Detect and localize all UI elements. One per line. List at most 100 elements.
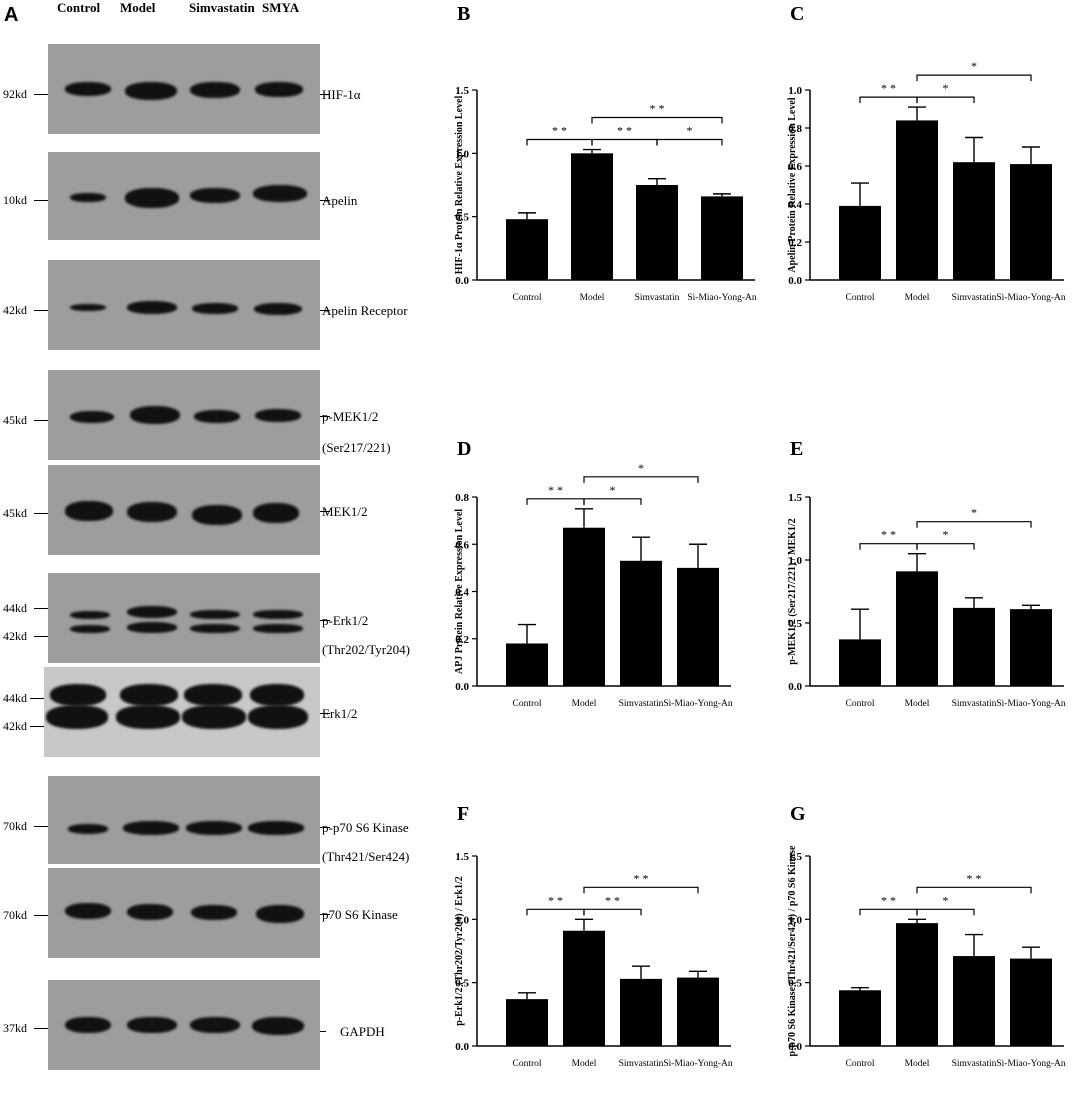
bar-d (677, 567, 719, 686)
x-tick-label-d: Control (512, 699, 541, 709)
blot-label-p-erk12: p-Erk1/2 (322, 613, 369, 628)
significance-bracket-e (859, 543, 918, 550)
band (253, 503, 299, 523)
x-tick-label-d: Model (572, 699, 597, 709)
marker-tick (34, 200, 48, 201)
band (255, 409, 301, 422)
y-tick-label-d: 0.4 (455, 587, 469, 599)
band (123, 821, 179, 835)
bar-g (1010, 958, 1052, 1046)
marker-hif1a: 92kd (3, 87, 27, 101)
blot-label-p70: p70 S6 Kinase (322, 907, 398, 922)
bar-e (896, 571, 938, 686)
x-tick-label-d: Si-Miao-Yong-An (663, 699, 732, 709)
x-tick-label-g: Control (845, 1059, 874, 1069)
x-tick-label-g: Simvastatin (952, 1059, 997, 1069)
x-tick-label-e: Si-Miao-Yong-An (996, 699, 1065, 709)
marker-apelin-receptor: 42kd (3, 303, 27, 317)
band (46, 705, 108, 729)
significance-label-d: * (610, 483, 616, 497)
y-tick-label-f: 0.5 (455, 978, 469, 990)
significance-label-b: * (687, 124, 693, 138)
significance-bracket-b (526, 138, 593, 146)
x-tick-label-g: Si-Miao-Yong-An (996, 1059, 1065, 1069)
label-tick (320, 511, 330, 512)
significance-label-e: * * (881, 528, 896, 542)
band (130, 406, 180, 424)
significance-label-g: * * (881, 893, 896, 907)
y-axis-label-f: p-Erk1/2 (Thr202/Tyr204) / Erk1/2 (454, 876, 465, 1026)
band (186, 821, 242, 835)
y-tick-label-b: 0.0 (455, 275, 469, 287)
bar-g (839, 990, 881, 1046)
marker-tick (34, 94, 48, 95)
marker-tick (34, 636, 48, 637)
marker-p-mek12: 45kd (3, 413, 27, 427)
marker-gapdh: 37kd (3, 1021, 27, 1035)
band (190, 1017, 240, 1033)
x-tick-label-f: Control (512, 1059, 541, 1069)
marker-tick (34, 826, 48, 827)
label-tick (320, 94, 330, 95)
significance-bracket-c (859, 96, 918, 104)
band (191, 905, 237, 920)
bar-c (1010, 164, 1052, 280)
blot-hif1a (48, 44, 320, 134)
label-tick (320, 914, 330, 915)
y-tick-label-f: 1.5 (455, 851, 469, 863)
y-tick-label-c: 1.0 (788, 85, 802, 97)
lane-header-model: Model (120, 0, 156, 15)
x-tick-label-b: Simvastatin (635, 293, 680, 303)
blot-label-apelin: Apelin (322, 193, 358, 208)
significance-label-g: * * (967, 871, 982, 885)
y-tick-label-g: 1.5 (788, 851, 802, 863)
label-tick (320, 1031, 326, 1032)
band (65, 1017, 111, 1033)
blot-gapdh (48, 980, 320, 1070)
blot-p-mek12 (48, 370, 320, 460)
band (194, 410, 240, 423)
band (127, 1017, 177, 1033)
band (182, 705, 246, 729)
y-tick-label-b: 1.0 (455, 148, 469, 160)
bar-g (896, 923, 938, 1046)
y-axis-label-g: p-p70 S6 Kinase (Thr421/Ser424) / p70 S6… (787, 845, 798, 1056)
y-axis-label-d: APJ Protein Relative Expression Level (454, 509, 465, 674)
significance-label-c: * * (881, 81, 896, 95)
band (70, 611, 110, 619)
marker-p70: 70kd (3, 908, 27, 922)
band (127, 622, 177, 633)
band (68, 824, 108, 834)
band (190, 610, 240, 619)
significance-label-c: * (943, 81, 949, 95)
blot-label-p-p70: p-p70 S6 Kinase (322, 820, 409, 835)
band (125, 82, 177, 100)
band (252, 1017, 304, 1035)
bar-f (506, 999, 548, 1046)
y-tick-label-c: 0.6 (788, 161, 802, 173)
blot-label-hif1a: HIF-1α (322, 87, 361, 102)
band (65, 501, 113, 521)
band (120, 684, 178, 706)
band (125, 188, 179, 208)
x-tick-label-f: Simvastatin (619, 1059, 664, 1069)
y-tick-label-e: 1.5 (788, 492, 802, 504)
marker-apelin: 10kd (3, 193, 27, 207)
blot-p-p70-s6-kinase (48, 776, 320, 864)
blot-label-gapdh: GAPDH (340, 1024, 385, 1039)
lane-header-smya: SMYA (262, 0, 300, 15)
significance-label-c: * (971, 59, 977, 73)
panel-letter-e: E (790, 438, 803, 460)
x-tick-label-g: Model (905, 1059, 930, 1069)
y-axis-label-b: HIF-1α Protein Relative Expression Level (454, 96, 465, 275)
significance-label-b: * * (617, 124, 632, 138)
bar-d (506, 643, 548, 686)
y-tick-label-d: 0.0 (455, 681, 469, 693)
band (190, 188, 240, 203)
band (70, 411, 114, 423)
marker-tick (34, 513, 48, 514)
x-tick-label-e: Simvastatin (952, 699, 997, 709)
bar-b (636, 185, 678, 280)
significance-bracket-d (583, 476, 699, 483)
significance-bracket-g (916, 886, 1032, 894)
